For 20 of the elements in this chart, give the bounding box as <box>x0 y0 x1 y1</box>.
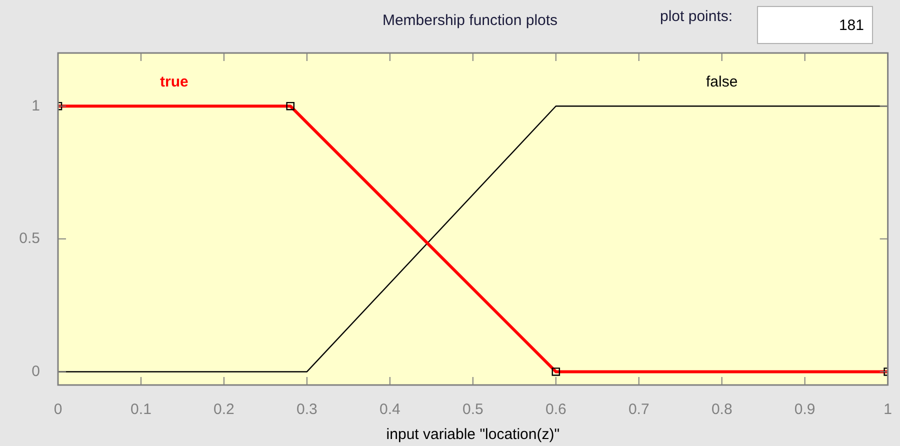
chart-title: Membership function plots <box>381 12 559 29</box>
x-tick-label: 0.9 <box>794 401 816 418</box>
x-tick-label: 0 <box>54 401 62 418</box>
text-field: 181 <box>757 6 873 44</box>
series-label: true <box>160 73 188 90</box>
x-tick-label: 0.8 <box>711 401 732 418</box>
x-tick-label: 0.6 <box>545 401 566 418</box>
text: plot points: <box>660 8 733 25</box>
x-tick-label: 0.5 <box>462 401 484 418</box>
x-axis-title: input variable "location(z)" <box>386 426 560 444</box>
x-tick-label: 1 <box>884 401 892 418</box>
x-tick-label: 0.1 <box>130 401 152 418</box>
x-tick-label: 0.4 <box>380 401 400 418</box>
x-tick-label: 0.7 <box>628 401 650 418</box>
series-label: false <box>706 73 738 90</box>
x-tick-label: 0.2 <box>214 401 234 418</box>
y-tick-label: 1 <box>32 97 40 114</box>
y-tick-label: 0.5 <box>19 230 40 248</box>
x-tick-label: 0.3 <box>296 401 318 418</box>
y-tick-label: 0 <box>32 362 40 380</box>
